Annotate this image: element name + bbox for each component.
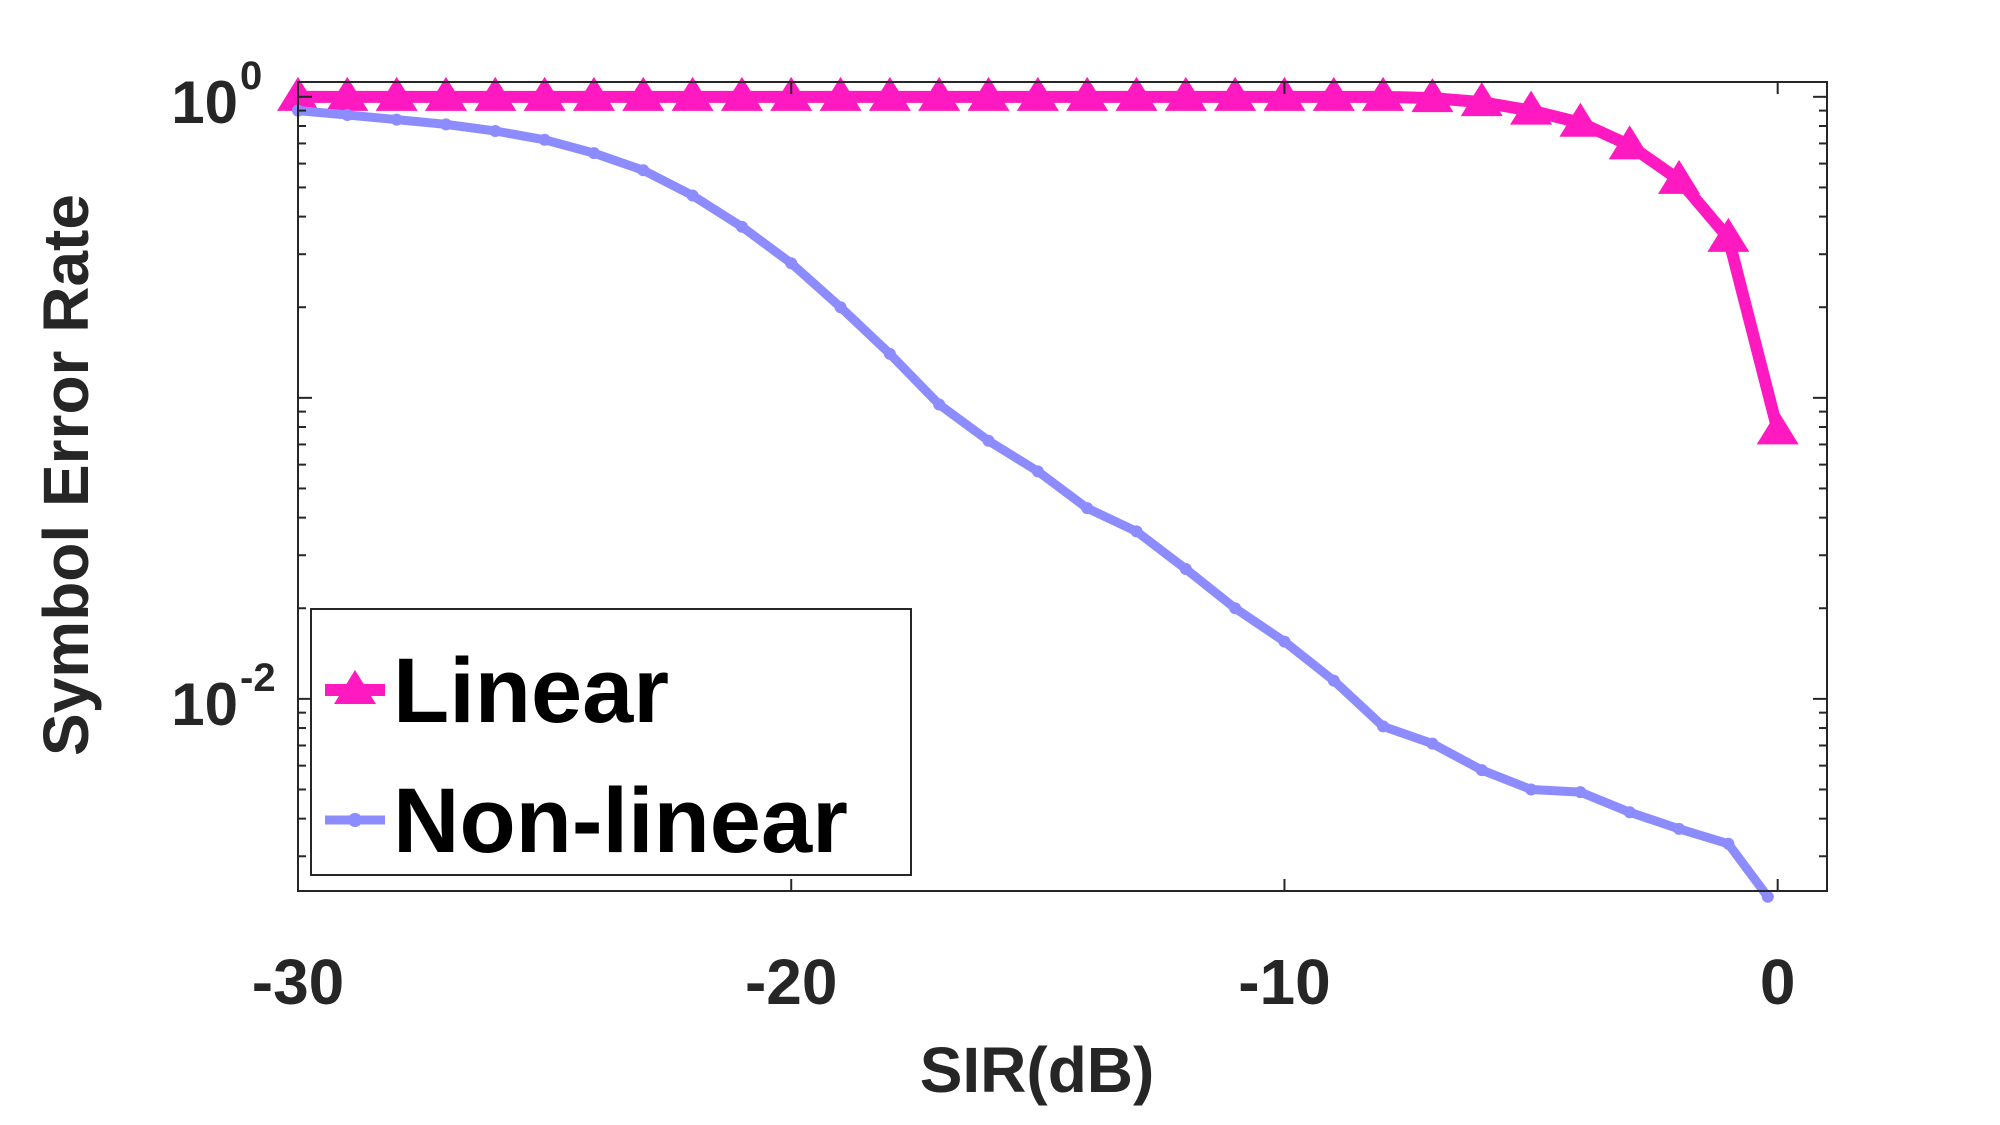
data-point (1525, 783, 1538, 796)
data-point (1278, 635, 1291, 648)
data-point (474, 76, 517, 111)
axes (297, 81, 1828, 892)
series-2 (292, 104, 1774, 903)
data-point (1031, 465, 1044, 478)
data-point (1761, 890, 1774, 903)
data-point (1658, 159, 1701, 194)
data-point (1179, 563, 1192, 576)
data-point (587, 147, 600, 160)
legend: Linear Non-linear (310, 608, 912, 876)
data-point (572, 76, 615, 111)
data-point (868, 76, 911, 111)
data-point (967, 76, 1010, 111)
data-point (1229, 602, 1242, 615)
data-point (1608, 125, 1651, 160)
data-point (686, 189, 699, 202)
data-point (1673, 822, 1686, 835)
data-point (1130, 525, 1143, 538)
data-point (735, 220, 748, 233)
x-tick-labels: -30 -20 -10 0 (252, 946, 1796, 1018)
y-tick-exponent: -2 (240, 656, 276, 700)
plot-frame (297, 81, 1828, 892)
data-point (622, 76, 665, 111)
data-point (326, 76, 369, 111)
data-point (883, 347, 896, 360)
x-tick-label: -20 (745, 946, 838, 1018)
data-point (1377, 720, 1390, 733)
data-point (1722, 837, 1735, 850)
data-point (1016, 76, 1059, 111)
data-point (1460, 82, 1503, 117)
y-tick-label: 10 0 (171, 54, 262, 136)
data-point (834, 301, 847, 314)
data-point (671, 76, 714, 111)
data-point (1362, 76, 1405, 111)
legend-label: Linear (393, 640, 669, 742)
legend-swatch-marker (334, 670, 376, 704)
data-point (785, 257, 798, 270)
x-tick-label: -30 (252, 946, 345, 1018)
data-point (1066, 76, 1109, 111)
data-point (1411, 78, 1454, 113)
data-point (390, 113, 403, 126)
data-point (1574, 786, 1587, 799)
data-point (341, 109, 354, 122)
series-line (298, 90, 1784, 432)
legend-box (310, 608, 912, 876)
data-point (918, 76, 961, 111)
data-point (720, 76, 763, 111)
x-tick-label: 0 (1760, 946, 1796, 1018)
data-point (1510, 90, 1553, 125)
data-point (489, 124, 502, 137)
data-point (375, 76, 418, 111)
legend-entry: Linear (325, 640, 669, 742)
x-axis-label: SIR(dB) (920, 1034, 1155, 1106)
data-point (1164, 76, 1207, 111)
y-tick-base: 10 (171, 69, 238, 136)
data-point (933, 398, 946, 411)
data-point (1426, 737, 1439, 750)
data-point (1475, 764, 1488, 777)
x-tick-label: -10 (1238, 946, 1331, 1018)
data-point (439, 118, 452, 131)
data-point (1214, 76, 1257, 111)
data-point (1115, 76, 1158, 111)
data-point (523, 76, 566, 111)
y-tick-base: 10 (171, 671, 238, 738)
data-point (1312, 76, 1355, 111)
data-point (1559, 102, 1602, 137)
data-point (1623, 806, 1636, 819)
data-point (1707, 217, 1750, 252)
data-point (538, 133, 551, 146)
data-point (1756, 410, 1799, 445)
data-point (982, 434, 995, 447)
data-point (1327, 674, 1340, 687)
data-point (424, 76, 467, 111)
y-tick-exponent: 0 (240, 54, 262, 98)
data-point (637, 164, 650, 177)
y-axis-label: Symbol Error Rate (30, 194, 102, 756)
data-point (819, 76, 862, 111)
y-tick-label: 10 -2 (171, 656, 275, 738)
legend-label: Non-linear (393, 770, 848, 872)
legend-swatch-marker (348, 813, 362, 827)
legend-entry: Non-linear (325, 770, 848, 872)
data-point (1081, 502, 1094, 515)
